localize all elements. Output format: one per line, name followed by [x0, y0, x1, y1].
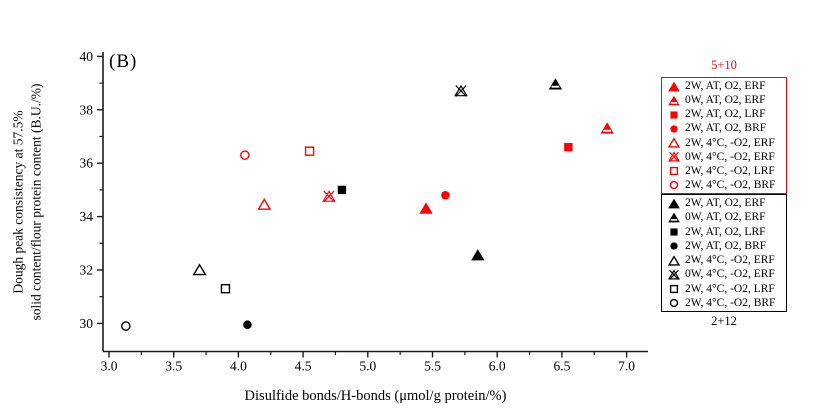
legend-entry: 0W, 4°C, -O2, ERF [666, 267, 786, 281]
data-point-2+12-triangle-open [192, 263, 207, 276]
legend-entry-label: 2W, 4°C, -O2, ERF [685, 136, 775, 149]
data-point-2+12-triangle-cross [454, 84, 468, 97]
svg-text:5.5: 5.5 [424, 359, 441, 374]
triangle-cross-icon [668, 269, 680, 280]
legend-entry: 2W, 4°C, -O2, BRF [666, 296, 786, 310]
legend-entry: 2W, 4°C, -O2, LRF [666, 282, 786, 296]
circle-filled-icon [670, 125, 678, 133]
data-point-2+12-square-open [220, 283, 231, 294]
svg-text:3.0: 3.0 [101, 359, 118, 374]
data-point-5+10-circle-filled [441, 190, 450, 200]
triangle-open-icon [667, 137, 681, 148]
circle-filled-icon [670, 242, 678, 251]
panel-label: (B) [109, 51, 138, 72]
svg-text:5.0: 5.0 [359, 359, 376, 374]
svg-text:7.0: 7.0 [618, 359, 635, 374]
legend-entry: 2W, 4°C, -O2, BRF [666, 178, 786, 192]
legend-entry-label: 2W, AT, O2, ERF [685, 80, 766, 93]
legend-entry-label: 2W, AT, O2, BRF [685, 239, 767, 252]
data-point-2+12-circle-open [121, 321, 131, 331]
circle-open-icon [669, 299, 679, 308]
square-filled-icon [670, 228, 678, 236]
legend-entry-label: 0W, AT, O2, ERF [685, 211, 766, 224]
data-point-5+10-triangle-half [600, 122, 614, 134]
legend-entry: 2W, 4°C, -O2, ERF [666, 136, 786, 150]
legend-entry: 2W, AT, O2, BRF [666, 239, 786, 253]
data-point-5+10-triangle-cross [322, 190, 336, 203]
svg-text:6.0: 6.0 [489, 359, 506, 374]
legend-entry: 2W, 4°C, -O2, ERF [666, 253, 786, 267]
legend-entry-label: 0W, 4°C, -O2, ERF [685, 268, 775, 281]
legend-entry-label: 0W, 4°C, -O2, ERF [685, 150, 775, 163]
circle-open-icon [669, 181, 679, 190]
data-point-2+12-circle-filled [243, 320, 252, 330]
legend-group-2-12: 2W, AT, O2, ERF 0W, AT, O2, ERF 2W, AT, O2… [661, 194, 787, 312]
legend-entry-label: 2W, AT, O2, ERF [685, 197, 766, 210]
legend-entry: 2W, AT, O2, ERF [666, 79, 786, 93]
legend-entry-label: 2W, AT, O2, LRF [685, 225, 766, 238]
data-point-5+10-triangle-filled [419, 202, 433, 214]
legend-entry-label: 2W, 4°C, -O2, LRF [685, 164, 775, 177]
svg-text:4.0: 4.0 [230, 359, 247, 374]
svg-text:6.5: 6.5 [553, 359, 570, 374]
legend-title-5-10: 5+10 [711, 58, 737, 72]
legend-entry: 2W, AT, O2, BRF [666, 121, 786, 135]
triangle-filled-icon [668, 81, 680, 91]
legend-entry-label: 2W, 4°C, -O2, BRF [685, 178, 776, 191]
triangle-filled-icon [668, 198, 680, 209]
legend-title-2-12: 2+12 [711, 314, 737, 328]
legend-entry: 0W, AT, O2, ERF [666, 93, 786, 107]
square-open-icon [669, 285, 679, 294]
legend-group-5-10: 2W, AT, O2, ERF 0W, AT, O2, ERF 2W, AT, O2… [661, 77, 787, 194]
data-point-2+12-triangle-filled [471, 249, 485, 261]
legend-entry-label: 2W, 4°C, -O2, BRF [685, 296, 776, 309]
legend-entry-label: 0W, AT, O2, ERF [685, 94, 766, 107]
svg-text:4.5: 4.5 [295, 359, 312, 374]
svg-text:38: 38 [80, 102, 94, 117]
data-point-2+12-square-filled [337, 185, 347, 195]
legend-entry: 2W, 4°C, -O2, LRF [666, 164, 786, 178]
square-filled-icon [670, 111, 678, 119]
svg-text:3.5: 3.5 [165, 359, 182, 374]
y-axis-label: Dough peak consistency at 57.5% solid co… [9, 84, 44, 321]
legend-entry: 0W, AT, O2, ERF [666, 210, 786, 224]
svg-text:32: 32 [80, 263, 94, 278]
svg-text:30: 30 [80, 316, 94, 331]
data-point-5+10-triangle-open [257, 198, 272, 210]
y-axis-label-line1: Dough peak consistency at 57.5% [10, 110, 26, 294]
y-axis-label-line2: solid content/flour protein content (B.U… [28, 83, 43, 321]
svg-text:34: 34 [80, 209, 94, 224]
legend-entry-label: 2W, 4°C, -O2, LRF [685, 282, 775, 295]
legend-entry: 2W, AT, O2, ERF [666, 196, 786, 210]
triangle-open-icon [667, 254, 681, 266]
data-point-5+10-square-filled [564, 142, 573, 152]
legend-entry-label: 2W, 4°C, -O2, ERF [685, 254, 775, 267]
legend-entry-label: 2W, AT, O2, LRF [685, 108, 766, 121]
square-open-icon [669, 167, 679, 176]
svg-text:40: 40 [80, 49, 94, 64]
data-point-5+10-square-open [304, 146, 315, 156]
x-axis-label: Disulfide bonds/H-bonds (μmol/g protein/… [244, 388, 507, 404]
triangle-half-icon [668, 212, 680, 223]
legend-entry: 2W, AT, O2, LRF [666, 107, 786, 121]
triangle-cross-icon [668, 151, 680, 163]
legend-entry: 2W, AT, O2, LRF [666, 225, 786, 239]
data-point-2+12-triangle-half [548, 78, 563, 90]
legend-entry-label: 2W, AT, O2, BRF [685, 122, 767, 135]
triangle-half-icon [668, 95, 680, 106]
data-point-5+10-circle-open [240, 150, 250, 160]
legend-entry: 0W, 4°C, -O2, ERF [666, 150, 786, 164]
svg-text:36: 36 [80, 156, 94, 171]
